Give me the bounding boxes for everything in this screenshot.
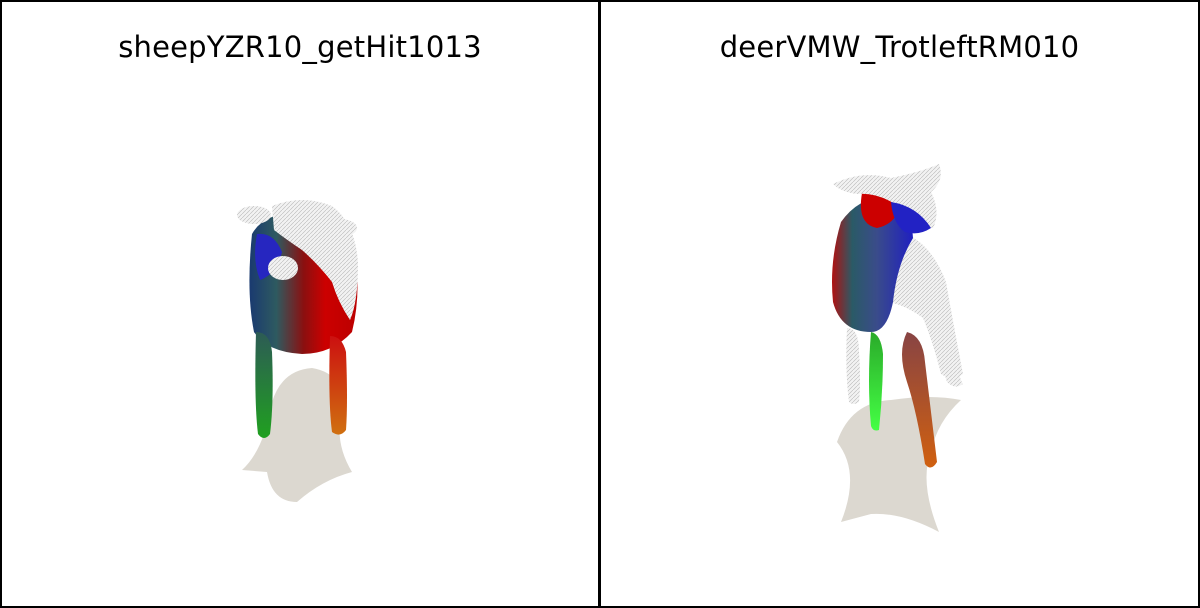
deer-render-image [832,164,963,532]
deer-blue-patch [891,202,931,234]
sheep-ear-right [323,219,357,237]
sheep-leg-left [255,332,273,438]
deer-shadow [837,397,961,532]
sheep-snout [268,256,298,280]
deer-leg-back [902,332,937,468]
deer-leg-front [846,328,860,404]
panel-title: deerVMW_TrotleftRM010 [719,30,1080,64]
deer-leg-hind-mesh [935,322,963,387]
sheep-render-image [237,200,358,502]
panel-deer: deerVMW_TrotleftRM010 [599,0,1200,608]
panel-title: sheepYZR10_getHit1013 [118,30,482,64]
panel-sheep: sheepYZR10_getHit1013 [0,0,600,608]
sheep-ear-left [237,206,271,224]
deer-leg-mid [869,332,883,431]
sheep-blue-patch [255,233,282,280]
deer-body [832,197,913,332]
sheep-shadow [242,368,352,502]
sheep-leg-right [329,336,347,435]
